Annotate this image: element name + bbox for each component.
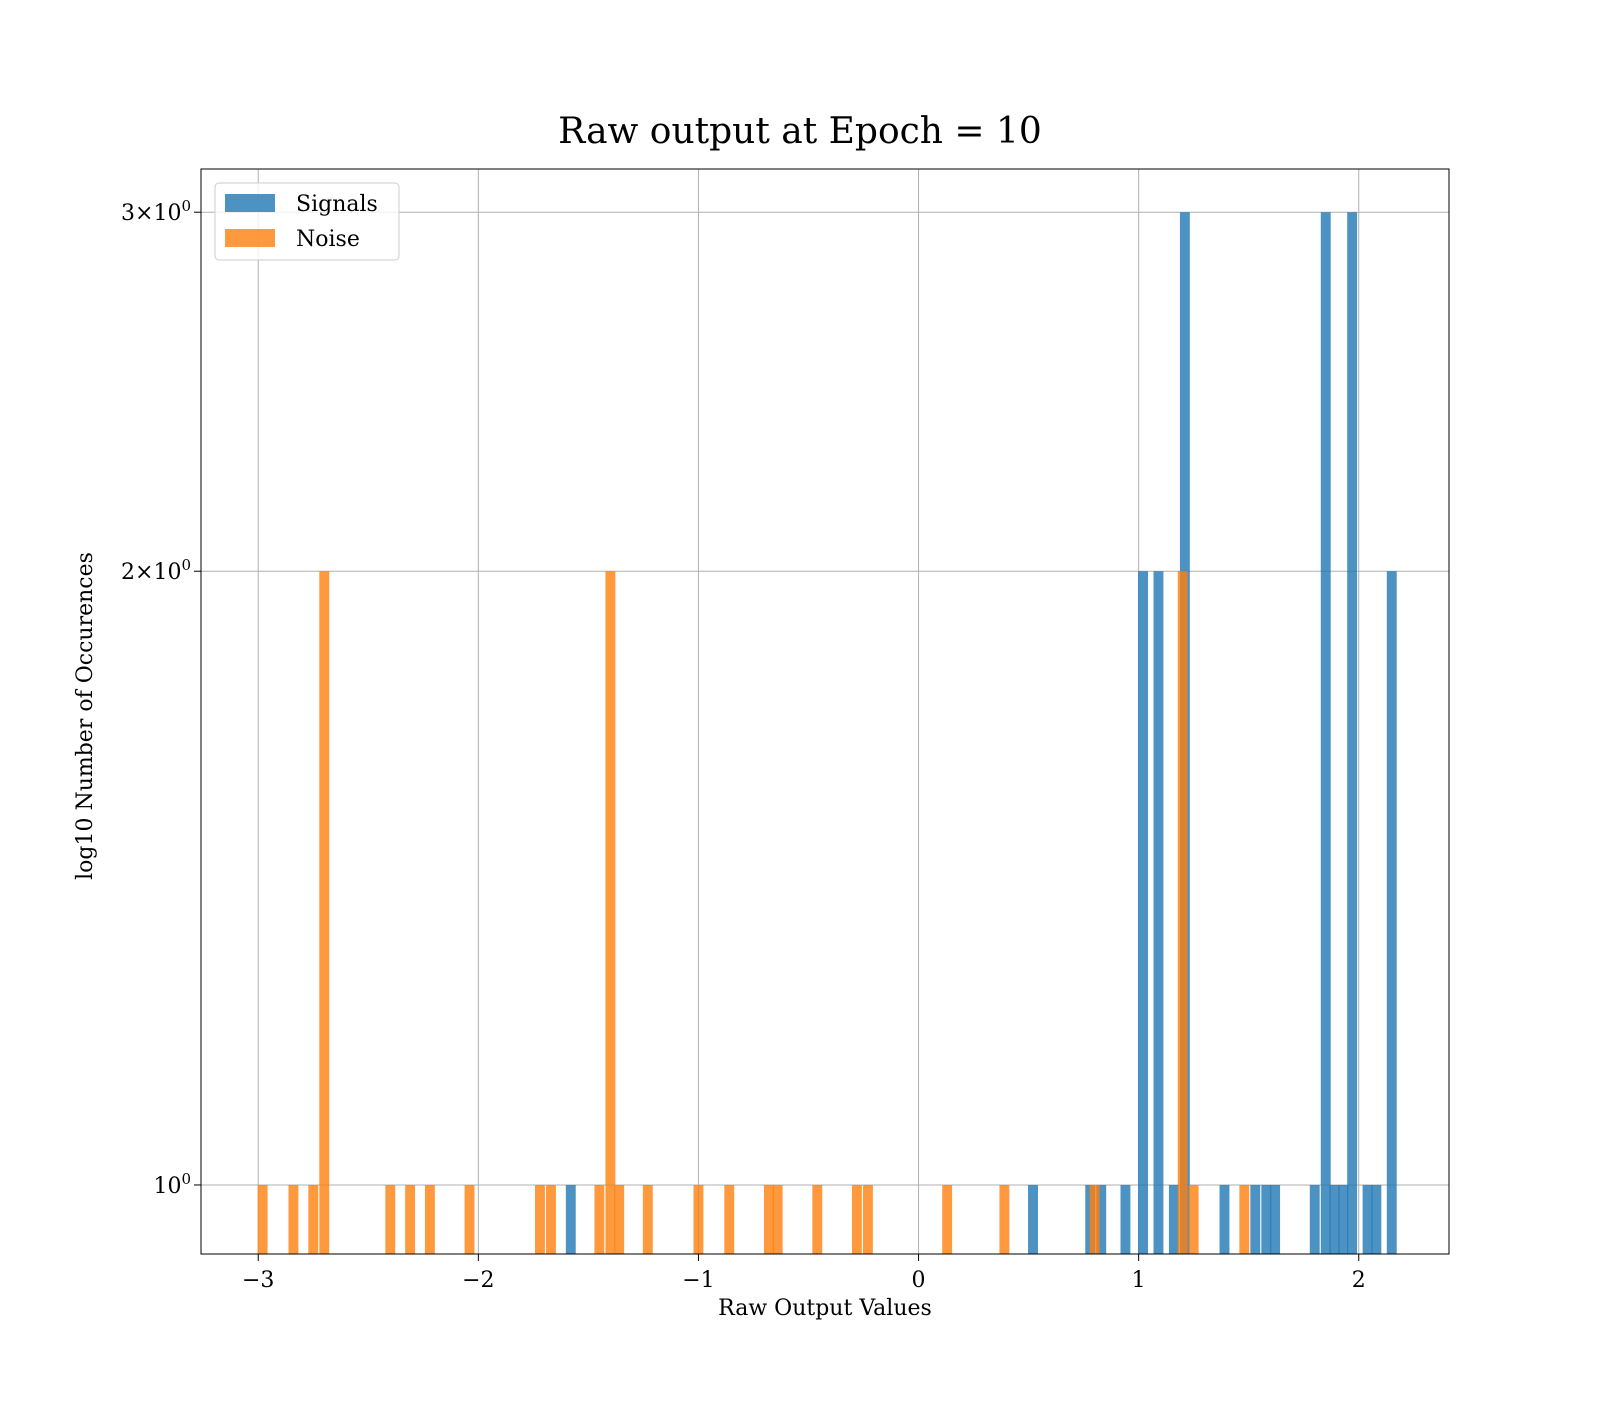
- signals-bar: [1329, 1184, 1340, 1254]
- signals-bar: [1096, 1184, 1107, 1254]
- signals-bar: [1219, 1184, 1230, 1254]
- noise-bar: [594, 1184, 605, 1254]
- noise-bar: [308, 1184, 319, 1254]
- plot-frame: [200, 168, 1450, 1255]
- noise-bar: [546, 1184, 556, 1254]
- noise-bar: [464, 1184, 475, 1254]
- x-axis-label: Raw Output Values: [718, 1296, 932, 1321]
- noise-bar: [862, 1184, 873, 1254]
- histogram-bars: [257, 212, 1397, 1255]
- signals-bar: [1362, 1184, 1373, 1254]
- signals-bar: [1338, 1184, 1349, 1254]
- signals-bar: [565, 1184, 576, 1254]
- noise-bar: [999, 1184, 1010, 1254]
- noise-bar: [424, 1184, 435, 1254]
- noise-bar: [693, 1184, 704, 1254]
- x-tick-label: 0: [912, 1268, 926, 1293]
- signals-bar: [1309, 1184, 1320, 1254]
- noise-bar: [535, 1184, 545, 1254]
- noise-bar: [942, 1184, 953, 1254]
- noise-bar: [1239, 1184, 1250, 1254]
- grid-lines: [201, 169, 1449, 1254]
- signals-legend-label: Signals: [296, 192, 378, 217]
- signals-bar: [1153, 571, 1164, 1254]
- noise-bar: [605, 571, 616, 1254]
- signals-bar: [1320, 212, 1331, 1255]
- noise-bar: [614, 1184, 625, 1254]
- x-tick-label: 1: [1132, 1268, 1146, 1293]
- x-tick-label: −2: [462, 1268, 494, 1293]
- signals-bar: [1347, 212, 1358, 1255]
- x-tick-label: 2: [1352, 1268, 1366, 1293]
- noise-bar: [724, 1184, 735, 1254]
- y-tick-label: 2×100: [121, 556, 191, 585]
- signals-legend-swatch: [225, 194, 275, 212]
- signals-bar: [1168, 1184, 1179, 1254]
- signals-bar: [1028, 1184, 1038, 1254]
- signals-bar: [1261, 1184, 1272, 1254]
- chart-title: Raw output at Epoch = 10: [558, 111, 1042, 152]
- x-tick-label: −3: [242, 1268, 274, 1293]
- noise-bar: [1177, 571, 1188, 1254]
- noise-bar: [1089, 1184, 1100, 1254]
- legend: Signals Noise: [214, 182, 400, 261]
- signals-bar: [1120, 1184, 1131, 1254]
- signals-bar: [1138, 571, 1149, 1254]
- y-axis-label: log10 Number of Occurences: [73, 552, 98, 880]
- signals-bar: [1270, 1184, 1281, 1254]
- noise-bar: [772, 1184, 783, 1254]
- y-tick-label: 3×100: [121, 197, 191, 226]
- noise-bar: [405, 1184, 416, 1254]
- noise-bar: [851, 1184, 862, 1254]
- signals-bar: [1250, 1184, 1261, 1254]
- noise-bar: [763, 1184, 774, 1254]
- noise-bar: [812, 1184, 823, 1254]
- noise-bar: [257, 1184, 268, 1254]
- y-tick-label: 100: [153, 1170, 191, 1199]
- noise-legend-label: Noise: [296, 227, 360, 252]
- noise-bar: [319, 571, 330, 1254]
- noise-bar: [1188, 1184, 1199, 1254]
- noise-bar: [385, 1184, 396, 1254]
- signals-bar: [1386, 571, 1397, 1254]
- noise-bar: [642, 1184, 653, 1254]
- x-tick-label: −1: [682, 1268, 714, 1293]
- axes: −3 −2 −1 0 1 2 100 2×100 3×100: [121, 168, 1450, 1293]
- signals-bar: [1371, 1184, 1382, 1254]
- noise-bar: [288, 1184, 299, 1254]
- noise-legend-swatch: [225, 229, 275, 247]
